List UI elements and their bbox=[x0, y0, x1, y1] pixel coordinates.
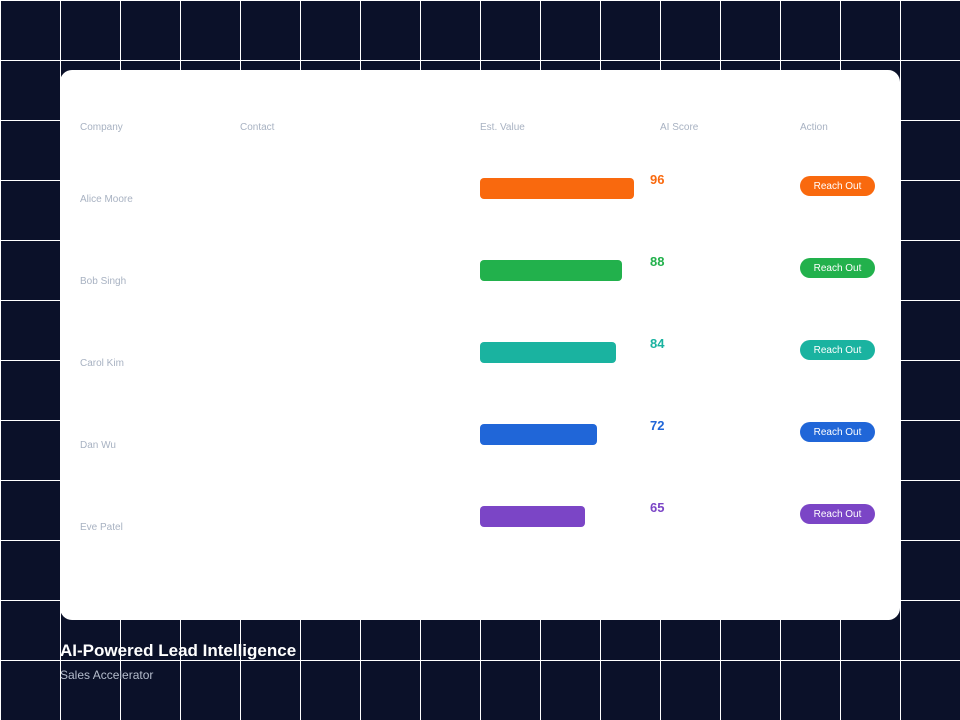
value-bar bbox=[480, 178, 634, 199]
reach-out-button[interactable]: Reach Out bbox=[800, 176, 875, 196]
ai-score: 96 bbox=[650, 172, 665, 187]
table-row: Dan Wu 72 Reach Out bbox=[60, 416, 900, 451]
ai-score: 72 bbox=[650, 418, 665, 433]
table-row: Eve Patel 65 Reach Out bbox=[60, 498, 900, 533]
company-name: Dan Wu bbox=[80, 440, 116, 451]
reach-out-button[interactable]: Reach Out bbox=[800, 258, 875, 278]
table-row: Carol Kim 84 Reach Out bbox=[60, 334, 900, 369]
reach-out-button[interactable]: Reach Out bbox=[800, 340, 875, 360]
value-bar bbox=[480, 424, 597, 445]
page-title: AI-Powered Lead Intelligence bbox=[60, 641, 297, 660]
value-bar bbox=[480, 260, 622, 281]
reach-out-button[interactable]: Reach Out bbox=[800, 504, 875, 524]
header-ai-score: AI Score bbox=[660, 122, 699, 133]
table-row: Alice Moore 96 Reach Out bbox=[60, 170, 900, 205]
ai-score: 88 bbox=[650, 254, 665, 269]
company-name: Carol Kim bbox=[80, 358, 124, 369]
header-company: Company bbox=[80, 122, 123, 133]
table-row: Bob Singh 88 Reach Out bbox=[60, 252, 900, 287]
ai-score: 84 bbox=[650, 336, 665, 351]
value-bar bbox=[480, 506, 585, 527]
company-name: Bob Singh bbox=[80, 276, 127, 287]
leads-card: Company Contact Est. Value AI Score Acti… bbox=[60, 70, 900, 620]
page-subtitle: Sales Accelerator bbox=[60, 668, 154, 682]
company-name: Eve Patel bbox=[80, 522, 123, 533]
header-est-value: Est. Value bbox=[480, 122, 525, 133]
header-action: Action bbox=[800, 122, 828, 133]
ai-score: 65 bbox=[650, 500, 665, 515]
header-contact: Contact bbox=[240, 122, 275, 133]
company-name: Alice Moore bbox=[80, 194, 133, 205]
reach-out-button[interactable]: Reach Out bbox=[800, 422, 875, 442]
value-bar bbox=[480, 342, 616, 363]
